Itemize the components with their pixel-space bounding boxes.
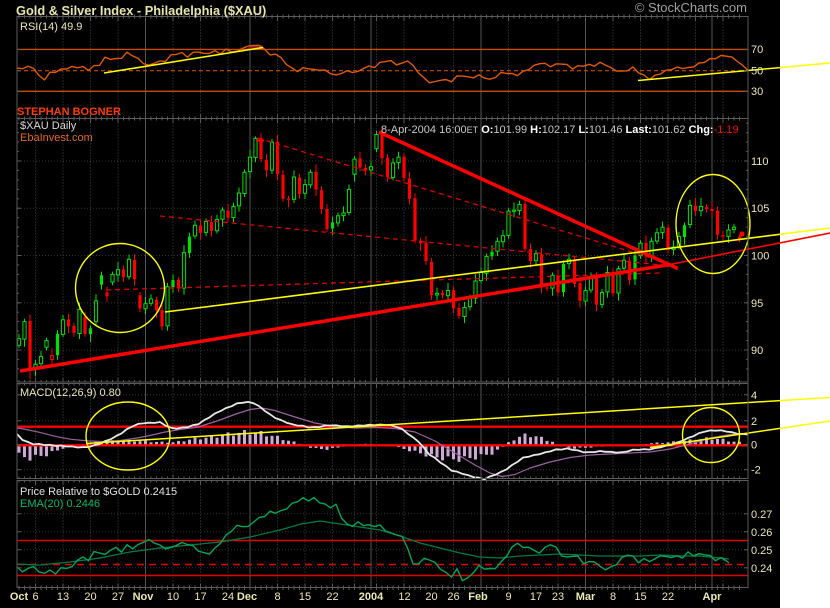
svg-text:0: 0 — [751, 440, 757, 452]
svg-text:12: 12 — [398, 591, 410, 603]
svg-text:9: 9 — [505, 591, 511, 603]
svg-text:15: 15 — [299, 591, 311, 603]
svg-text:EMA(20) 0.2446: EMA(20) 0.2446 — [20, 498, 100, 510]
svg-text:22: 22 — [662, 591, 674, 603]
svg-text:100: 100 — [751, 251, 769, 263]
svg-text:95: 95 — [751, 298, 763, 310]
svg-text:Price Relative to $GOLD 0.2415: Price Relative to $GOLD 0.2415 — [20, 486, 177, 498]
svg-text:EbaInvest.com: EbaInvest.com — [20, 132, 93, 144]
svg-text:0.26: 0.26 — [751, 527, 772, 539]
svg-text:Nov: Nov — [133, 591, 155, 603]
svg-text:RSI(14) 49.9: RSI(14) 49.9 — [20, 21, 82, 33]
svg-text:6: 6 — [32, 591, 38, 603]
svg-text:STEPHAN BOGNER: STEPHAN BOGNER — [17, 106, 121, 118]
svg-text:0.25: 0.25 — [751, 545, 772, 557]
svg-text:2004: 2004 — [359, 591, 384, 603]
svg-text:-2: -2 — [751, 465, 761, 477]
svg-text:Gold & Silver Index - Philadel: Gold & Silver Index - Philadelphia ($XAU… — [16, 3, 266, 18]
svg-text:8: 8 — [610, 591, 616, 603]
svg-text:50: 50 — [751, 66, 763, 78]
svg-text:90: 90 — [751, 345, 763, 357]
svg-text:Oct: Oct — [10, 591, 29, 603]
svg-text:0.27: 0.27 — [751, 509, 772, 521]
svg-text:17: 17 — [530, 591, 542, 603]
svg-text:Apr: Apr — [703, 591, 723, 603]
svg-text:Dec: Dec — [237, 591, 257, 603]
svg-text:110: 110 — [751, 156, 769, 168]
svg-text:10: 10 — [167, 591, 179, 603]
svg-text:0.24: 0.24 — [751, 563, 772, 575]
svg-text:30: 30 — [751, 86, 763, 98]
svg-text:20: 20 — [425, 591, 437, 603]
svg-text:Mar: Mar — [576, 591, 596, 603]
svg-text:70: 70 — [751, 44, 763, 56]
svg-text:15: 15 — [634, 591, 646, 603]
svg-text:105: 105 — [751, 203, 769, 215]
svg-text:27: 27 — [112, 591, 124, 603]
svg-text:MACD(12,26,9) 0.80: MACD(12,26,9) 0.80 — [20, 387, 121, 399]
svg-text:13: 13 — [57, 591, 69, 603]
svg-text:$XAU Daily: $XAU Daily — [20, 120, 77, 132]
svg-text:© StockCharts.com: © StockCharts.com — [635, 0, 747, 15]
svg-text:24: 24 — [222, 591, 234, 603]
svg-text:2: 2 — [751, 416, 757, 428]
svg-text:8: 8 — [274, 591, 280, 603]
svg-text:Feb: Feb — [468, 591, 488, 603]
svg-text:23: 23 — [552, 591, 564, 603]
svg-text:4: 4 — [751, 390, 757, 402]
svg-text:8-Apr-2004 16:00ET O:101.99 H:: 8-Apr-2004 16:00ET O:101.99 H:102.17 L:1… — [381, 124, 739, 136]
svg-text:22: 22 — [326, 591, 338, 603]
svg-text:20: 20 — [84, 591, 96, 603]
svg-text:17: 17 — [194, 591, 206, 603]
svg-text:26: 26 — [447, 591, 459, 603]
